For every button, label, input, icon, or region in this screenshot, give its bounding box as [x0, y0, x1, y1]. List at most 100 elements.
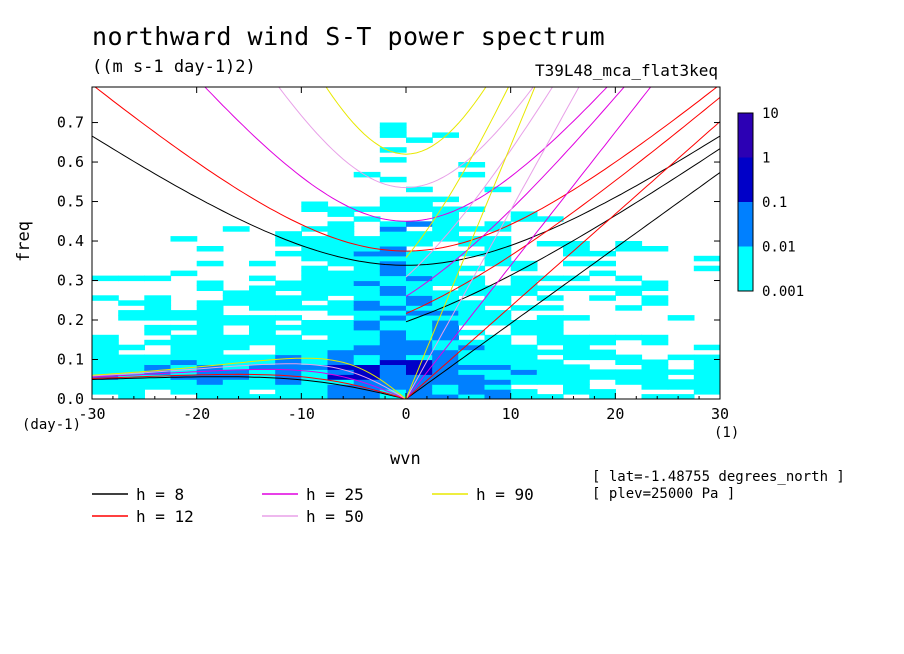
spectrum-cell	[249, 305, 276, 311]
spectrum-cell	[170, 339, 198, 346]
spectrum-cell	[510, 260, 538, 267]
spectrum-cell	[196, 315, 224, 321]
spectrum-cell	[301, 275, 329, 282]
spectrum-cell	[536, 339, 564, 346]
spectrum-cell	[301, 201, 329, 207]
spectrum-cell	[275, 364, 302, 370]
spectrum-cell	[379, 305, 407, 311]
spectrum-cell	[432, 354, 459, 361]
spectrum-cell	[615, 359, 643, 365]
spectrum-cell	[510, 305, 538, 311]
spectrum-cell	[432, 349, 459, 356]
spectrum-cell	[641, 374, 669, 380]
spectrum-cell	[458, 226, 486, 232]
spectrum-cell	[458, 250, 486, 257]
spectrum-cell	[510, 359, 538, 365]
spectrum-cell	[406, 354, 433, 361]
spectrum-cell	[301, 250, 329, 257]
spectrum-cell	[484, 285, 512, 291]
spectrum-cell	[667, 384, 695, 390]
spectrum-cell	[379, 231, 407, 237]
spectrum-cell	[536, 329, 564, 336]
spectrum-cell	[693, 374, 720, 380]
spectrum-cell	[406, 389, 433, 395]
spectrum-cell	[327, 394, 355, 399]
spectrum-cell	[510, 374, 538, 380]
spectrum-cell	[249, 339, 276, 346]
spectrum-cell	[484, 236, 512, 242]
spectrum-cell	[432, 226, 459, 232]
spectrum-cell	[406, 369, 433, 375]
spectrum-cell	[563, 389, 590, 395]
spectrum-cell	[379, 236, 407, 242]
spectrum-cell	[536, 334, 564, 341]
dispersion-curve-h90	[405, 87, 510, 258]
spectrum-cell	[615, 354, 643, 361]
spectrum-cell	[222, 354, 250, 361]
spectrum-cell	[563, 315, 590, 321]
spectrum-cell	[379, 132, 407, 138]
spectrum-cell	[353, 344, 381, 351]
spectrum-cell	[92, 334, 119, 341]
spectrum-cell	[249, 384, 276, 390]
spectrum-cell	[484, 310, 512, 316]
colorbar-label: 1	[762, 151, 770, 167]
power-spectrum-field	[92, 122, 720, 399]
spectrum-cell	[406, 320, 433, 326]
spectrum-cell	[510, 379, 538, 385]
spectrum-cell	[275, 236, 302, 242]
model-label: T39L48_mca_flat3keq	[535, 61, 719, 80]
spectrum-cell	[406, 374, 433, 380]
spectrum-cell	[301, 270, 329, 277]
spectrum-cell	[92, 379, 119, 385]
spectrum-cell	[144, 339, 172, 346]
spectrum-cell	[510, 354, 538, 361]
spectrum-cell	[510, 349, 538, 356]
spectrum-cell	[353, 246, 381, 252]
chart-title: northward wind S-T power spectrum	[92, 22, 606, 51]
spectrum-cell	[536, 275, 564, 282]
spectrum-cell	[589, 374, 616, 380]
spectrum-cell	[222, 320, 250, 326]
spectrum-cell	[510, 389, 538, 395]
spectrum-cell	[92, 369, 119, 375]
spectrum-cell	[327, 339, 355, 346]
spectrum-cell	[406, 344, 433, 351]
spectrum-cell	[406, 196, 433, 203]
spectrum-cell	[667, 369, 695, 375]
spectrum-cell	[327, 236, 355, 242]
spectrum-cell	[249, 285, 276, 291]
dispersion-curve-h8	[92, 376, 407, 399]
spectrum-cell	[353, 359, 381, 365]
spectrum-cell	[301, 364, 329, 370]
spectrum-cell	[484, 250, 512, 257]
spectrum-cell	[379, 394, 407, 399]
spectrum-cell	[196, 305, 224, 311]
spectrum-cell	[536, 349, 564, 356]
spectrum-cell	[432, 290, 459, 296]
spectrum-cell	[641, 280, 669, 286]
spectrum-cell	[301, 324, 329, 331]
spectrum-cell	[301, 236, 329, 242]
colorbar-segment	[738, 113, 753, 158]
spectrum-cell	[379, 300, 407, 306]
spectrum-cell	[275, 295, 302, 301]
spectrum-cell	[563, 379, 590, 385]
spectrum-cell	[432, 320, 459, 326]
spectrum-cell	[563, 374, 590, 380]
spectrum-cell	[563, 369, 590, 375]
spectrum-cell	[275, 344, 302, 351]
spectrum-cell	[484, 300, 512, 306]
spectrum-cell	[641, 359, 669, 365]
spectrum-cell	[353, 295, 381, 301]
spectrum-cell	[432, 344, 459, 351]
spectrum-cell	[615, 290, 643, 296]
spectrum-cell	[406, 290, 433, 296]
spectrum-cell	[667, 354, 695, 361]
spectrum-cell	[144, 300, 172, 306]
spectrum-cell	[458, 364, 486, 370]
spectrum-cell	[222, 226, 250, 232]
spectrum-cell	[353, 216, 381, 222]
spectrum-cell	[301, 241, 329, 247]
dispersion-curve-h25	[204, 87, 608, 222]
